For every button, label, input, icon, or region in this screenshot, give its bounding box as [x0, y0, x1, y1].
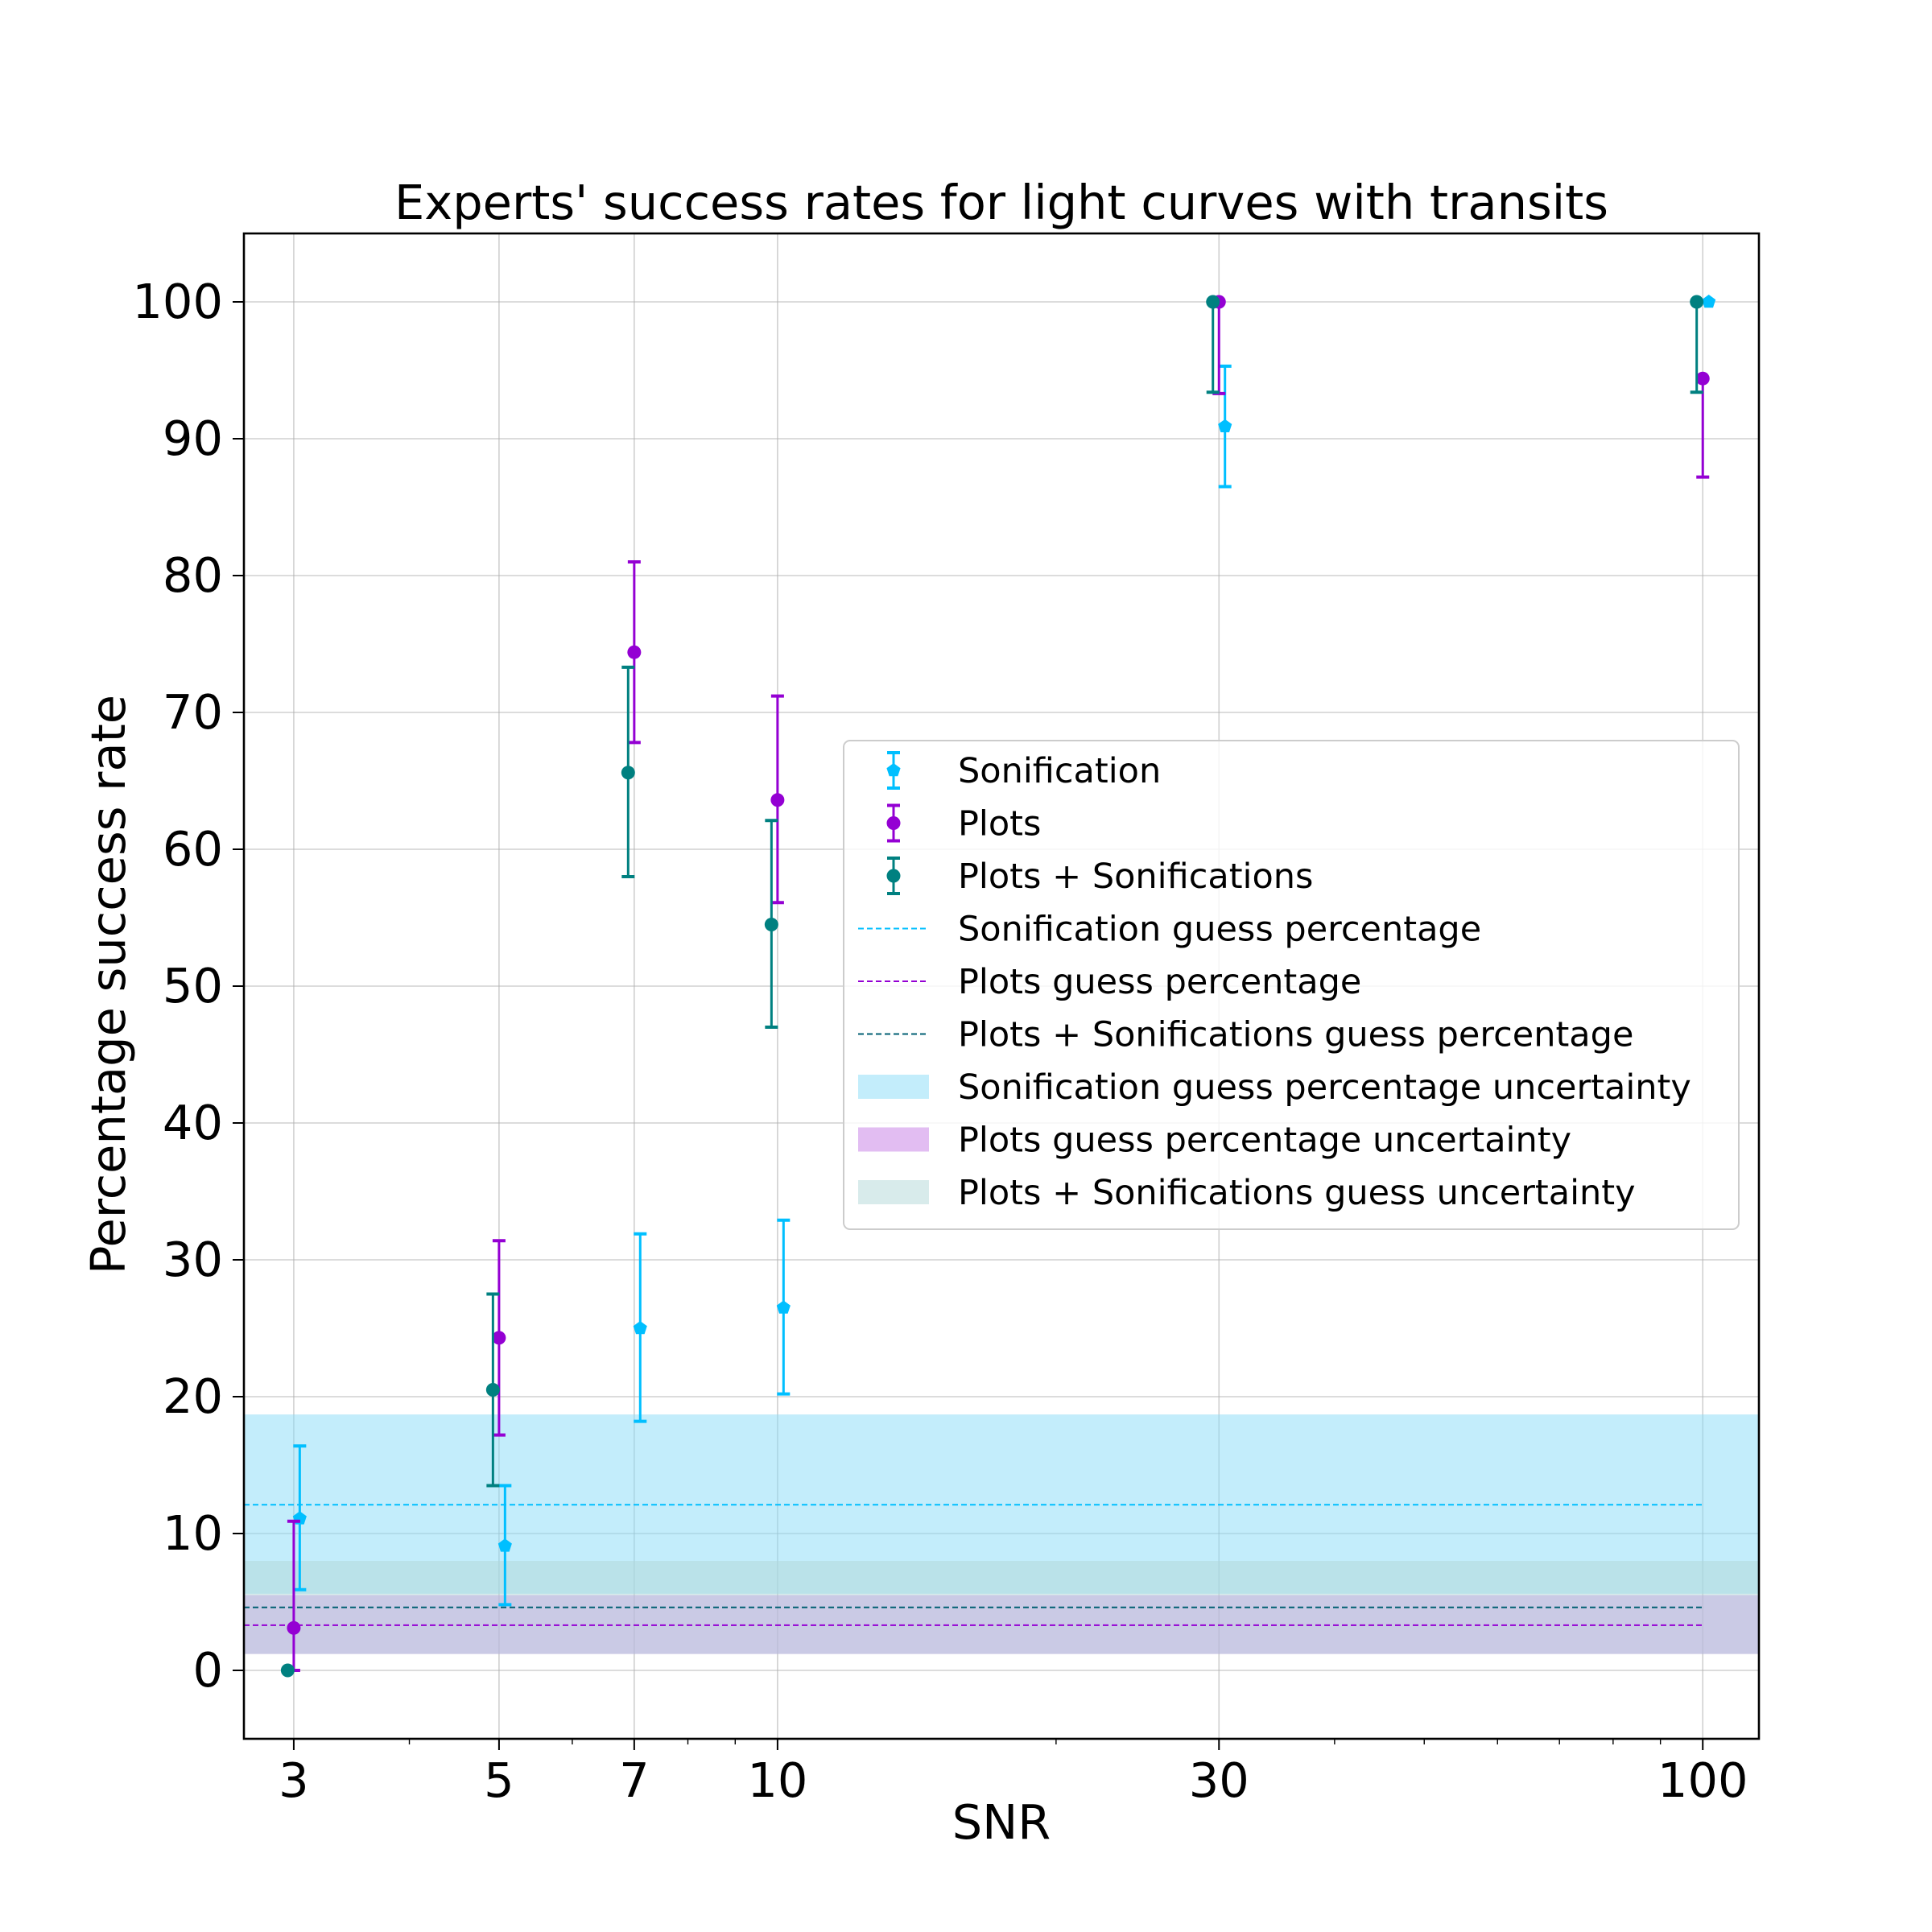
series-plots	[287, 295, 1710, 1672]
x-tick-label: 100	[1657, 1752, 1748, 1808]
y-tick-label: 0	[192, 1642, 223, 1698]
data-point	[485, 1383, 500, 1397]
data-point	[776, 1300, 791, 1314]
data-point	[621, 766, 635, 780]
legend-label: Plots guess percentage uncertainty	[958, 1121, 1571, 1161]
x-tick-label: 10	[747, 1752, 807, 1808]
guess-percentage-lines	[244, 1504, 1703, 1626]
data-point	[764, 918, 778, 931]
legend-marker	[886, 869, 901, 883]
x-tick-label: 30	[1189, 1752, 1249, 1808]
data-point	[1218, 419, 1232, 432]
x-axis-label: SNR	[952, 1794, 1051, 1850]
y-tick-label: 90	[163, 411, 223, 466]
y-tick-label: 40	[163, 1095, 223, 1150]
data-point	[633, 1321, 647, 1335]
series-sonification	[292, 295, 1716, 1607]
y-tick-label: 60	[163, 821, 223, 877]
legend-entry: Plots + Sonifications	[886, 857, 1313, 897]
y-tick-label: 80	[163, 547, 223, 603]
legend-label: Plots guess percentage	[958, 962, 1361, 1002]
data-point	[1695, 371, 1710, 386]
y-tick-label: 30	[163, 1232, 223, 1287]
legend-entry: Plots + Sonifications guess uncertainty	[858, 1173, 1636, 1213]
data-point	[1690, 295, 1704, 309]
data-point	[627, 645, 642, 659]
legend-label: Plots + Sonifications	[958, 857, 1313, 897]
x-tick-label: 3	[279, 1752, 309, 1808]
y-tick-label: 10	[163, 1505, 223, 1561]
legend-band-swatch	[858, 1180, 929, 1204]
data-series	[280, 295, 1716, 1678]
data-point	[497, 1538, 512, 1552]
x-tick-label: 7	[619, 1752, 650, 1808]
axis-ticks: 3 5 7 10 30 100 0 10 20 30 40 50 60 70 80 90 100	[132, 274, 1748, 1808]
y-tick-label: 50	[163, 958, 223, 1013]
legend-marker	[886, 763, 901, 777]
legend-marker	[886, 816, 901, 830]
y-tick-label: 100	[132, 274, 223, 329]
legend-band-swatch	[858, 1127, 929, 1152]
legend-label: Plots	[958, 804, 1041, 844]
data-point	[287, 1620, 301, 1635]
chart-title: Experts' success rates for light curves …	[394, 175, 1608, 230]
legend-entry: Sonification guess percentage	[858, 910, 1481, 950]
legend-entry: Plots guess percentage uncertainty	[858, 1121, 1571, 1161]
legend-box	[843, 740, 1740, 1230]
data-point	[280, 1663, 295, 1678]
legend: Sonification Plots Plots + Sonifications So…	[843, 740, 1740, 1230]
series-plots-sonifications	[280, 295, 1704, 1678]
legend-entry: Plots	[886, 803, 1041, 844]
data-point	[492, 1331, 506, 1345]
legend-label: Sonification guess percentage	[958, 910, 1481, 950]
legend-entry: Plots + Sonifications guess percentage	[858, 1015, 1633, 1055]
legend-label: Sonification	[958, 751, 1161, 791]
y-tick-label: 70	[163, 684, 223, 740]
x-tick-label: 5	[484, 1752, 514, 1808]
legend-label: Plots + Sonifications guess uncertainty	[958, 1173, 1636, 1213]
legend-entry: Plots guess percentage	[858, 962, 1361, 1002]
legend-label: Sonification guess percentage uncertaint…	[958, 1067, 1691, 1108]
legend-label: Plots + Sonifications guess percentage	[958, 1015, 1633, 1055]
y-tick-label: 20	[163, 1368, 223, 1424]
legend-band-swatch	[858, 1075, 929, 1099]
guess-uncertainty-bands	[244, 1414, 1759, 1654]
legend-entry: Sonification	[886, 751, 1161, 791]
data-point	[1702, 295, 1716, 308]
data-point	[770, 793, 785, 807]
data-point	[1206, 295, 1220, 309]
y-axis-label: Percentage success rate	[80, 695, 136, 1274]
legend-entry: Sonification guess percentage uncertaint…	[858, 1067, 1691, 1108]
